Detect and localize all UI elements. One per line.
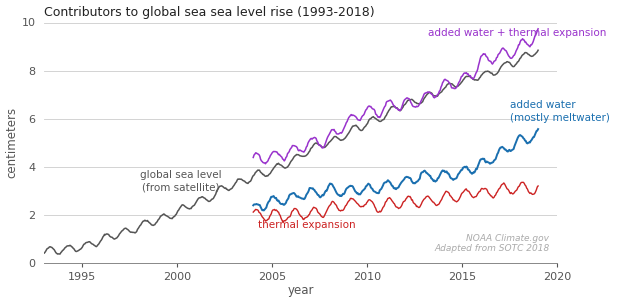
X-axis label: year: year bbox=[288, 285, 314, 298]
Text: Contributors to global sea sea level rise (1993-2018): Contributors to global sea sea level ris… bbox=[45, 5, 375, 18]
Text: added water + thermal expansion: added water + thermal expansion bbox=[428, 28, 606, 38]
Text: thermal expansion: thermal expansion bbox=[257, 220, 355, 230]
Text: added water
(mostly meltwater): added water (mostly meltwater) bbox=[510, 100, 609, 122]
Text: NOAA Climate.gov
Adapted from SOTC 2018: NOAA Climate.gov Adapted from SOTC 2018 bbox=[434, 234, 549, 253]
Text: global sea level
(from satellite): global sea level (from satellite) bbox=[140, 170, 222, 192]
Y-axis label: centimeters: centimeters bbox=[6, 107, 19, 178]
